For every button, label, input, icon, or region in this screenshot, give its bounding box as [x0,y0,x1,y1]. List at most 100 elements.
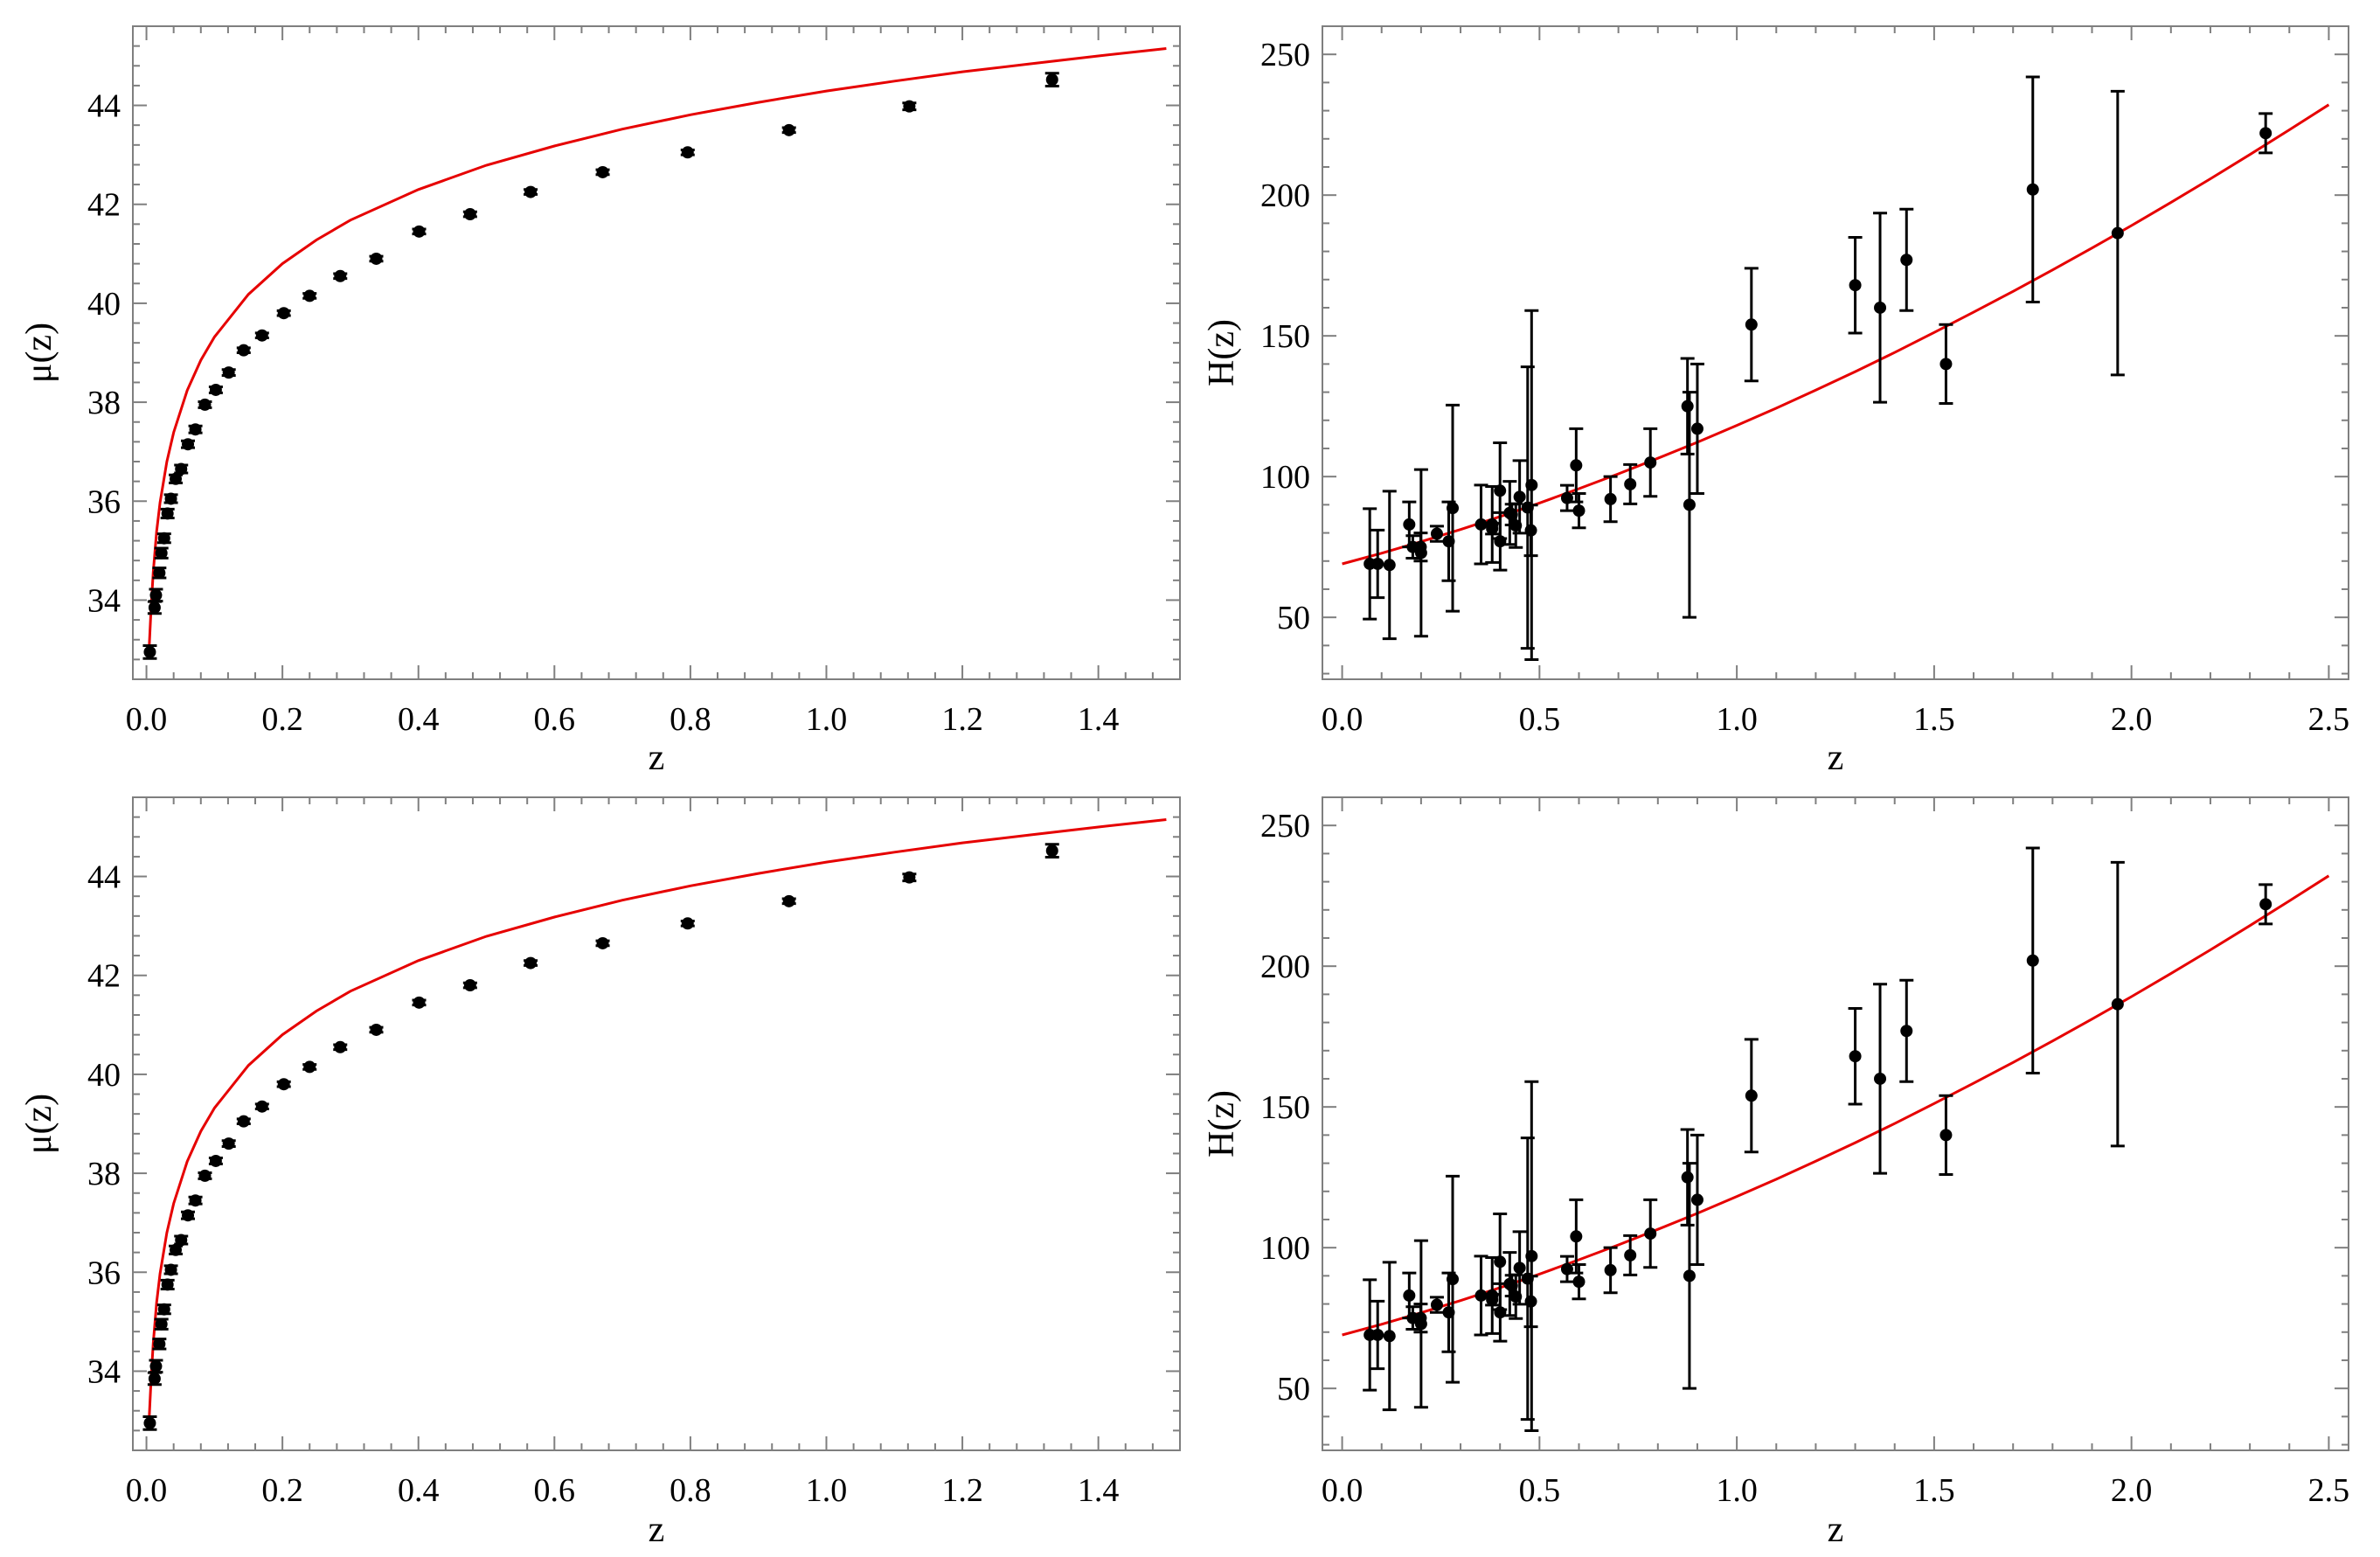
mu-top-data-point [680,146,695,159]
h-bottom-data-point [1603,1246,1618,1295]
h-top-data-point [1559,483,1574,512]
h-top-data-point [1680,357,1695,455]
mu-bottom-fit-curve [148,818,1167,1419]
h-bottom-marker [1371,1328,1384,1341]
mu-bottom-y-tick-label: 42 [87,958,121,995]
h-bottom-data-point [1873,983,1888,1175]
mu-top-marker [170,472,183,485]
mu-top-y-tick-label: 44 [87,88,121,125]
mu-bottom-marker [782,894,795,907]
h-bottom-marker [1683,1269,1696,1282]
h-top-data-point [1370,528,1385,600]
mu-top-data-point [369,252,384,265]
h-bottom-data-point [1623,1234,1638,1276]
mu-top-marker [164,492,177,505]
h-top-data-point [1485,484,1500,564]
h-top-marker [1849,279,1862,292]
mu-bottom-y-tick-label: 38 [87,1156,121,1192]
mu-bottom-marker [255,1100,268,1113]
mu-top-data-point [181,438,196,451]
h-bottom-x-tick-label: 2.0 [2111,1472,2153,1509]
h-bottom-marker [1900,1025,1913,1038]
mu-top-x-tick-label: 0.4 [398,701,440,738]
mu-top-data-point [254,329,269,342]
mu-top-marker [303,289,316,302]
h-bottom-x-tick-label: 1.0 [1716,1472,1758,1509]
mu-top-x-tick-label: 1.2 [941,701,983,738]
h-bottom-data-point [1899,978,1914,1083]
h-top-data-point [1474,483,1488,566]
h-top-data-point [1572,491,1586,530]
mu-top-data-point [208,383,223,396]
h-top-data-point [1873,212,1888,404]
h-bottom-marker [1383,1330,1396,1343]
h-bottom-data-point [1524,1080,1539,1432]
mu-bottom-x-tick-label: 1.4 [1078,1472,1120,1509]
mu-bottom-data-point [174,1234,189,1247]
h-top-marker [1900,254,1913,267]
mu-top-data-point [188,423,203,436]
h-bottom-data-point [1402,1271,1417,1320]
mu-top-marker [148,601,161,614]
h-top-marker [1570,459,1583,472]
h-top-data-point [1623,462,1638,505]
h-top-marker [2259,127,2272,140]
mu-top-marker [143,645,156,658]
h-top-marker [1939,358,1953,371]
mu-bottom-x-tick-label: 0.4 [398,1472,440,1509]
mu-bottom-marker [334,1040,347,1053]
h-bottom-x-tick-label: 1.5 [1913,1472,1955,1509]
h-top-data-point [1690,362,1704,495]
h-bottom-y-tick-label: 250 [1260,808,1310,845]
mu-bottom-y-tick-label: 36 [87,1255,121,1291]
mu-bottom-data-point [1044,843,1059,858]
h-bottom-marker [1570,1230,1583,1243]
mu-top-data-point [781,123,796,136]
h-top-data-point [1744,267,1759,383]
mu-bottom-data-point [524,956,538,970]
mu-bottom-data-point [254,1100,269,1113]
mu-top-marker [237,344,250,357]
mu-top-marker [209,383,222,396]
h-top-data-point [1939,323,1953,405]
mu-top-data-point [302,289,317,302]
h-top-x-axis-label: z [1828,738,1844,776]
h-bottom-marker [1494,1255,1507,1269]
mu-bottom-data-point [152,1338,167,1351]
mu-top-y-tick-label: 34 [87,582,121,619]
h-top-data-point [1524,309,1539,661]
h-top-marker [1604,492,1617,505]
h-bottom-data-point [1682,1162,1697,1390]
mu-bottom-marker [155,1317,168,1331]
mu-top-data-point [1044,72,1059,87]
mu-bottom-marker [681,917,694,930]
mu-chart-top: 0.0 0.2 0.4 0.6 0.8 1.0 1.2 1.4 34 36 38 40 42 44 z μ(z… [0,0,1190,778]
mu-bottom-data-point [276,1078,291,1091]
mu-bottom-marker [222,1137,235,1150]
h-bottom-marker [1414,1317,1427,1331]
h-bottom-marker [1624,1248,1637,1262]
mu-bottom-data-point [595,936,610,949]
mu-top-marker [524,185,538,198]
hubble-chart-bottom: 0.0 0.5 1.0 1.5 2.0 2.5 50 100 150 200 250 z H(z) [1190,776,2380,1553]
h-bottom-fit-curve [1342,874,2330,1337]
h-top-data-point [1382,490,1397,641]
h-bottom-x-tick-label: 0.0 [1322,1472,1363,1509]
mu-top-plot-frame [132,25,1181,680]
mu-bottom-y-tick-label: 44 [87,859,121,896]
mu-bottom-data-point [149,1359,163,1374]
h-top-marker [1403,518,1416,531]
mu-bottom-x-tick-label: 0.8 [670,1472,711,1509]
hubble-chart-top: 0.0 0.5 1.0 1.5 2.0 2.5 50 100 150 200 250 z H(z) [1190,0,2380,778]
h-bottom-marker [2259,898,2272,911]
h-bottom-y-tick-label: 150 [1260,1089,1310,1126]
mu-top-data-point [149,587,163,603]
mu-top-data-point [236,344,251,357]
h-top-marker [1745,318,1758,331]
mu-top-marker [277,307,290,320]
h-bottom-x-tick-label: 2.5 [2308,1472,2350,1509]
mu-top-marker [334,269,347,282]
mu-chart-bottom-svg: 0.0 0.2 0.4 0.6 0.8 1.0 1.2 1.4 34 36 38 40 42 44 z μ(z… [19,796,1181,1550]
h-bottom-marker [1939,1129,1953,1142]
mu-top-data-point [412,225,427,238]
